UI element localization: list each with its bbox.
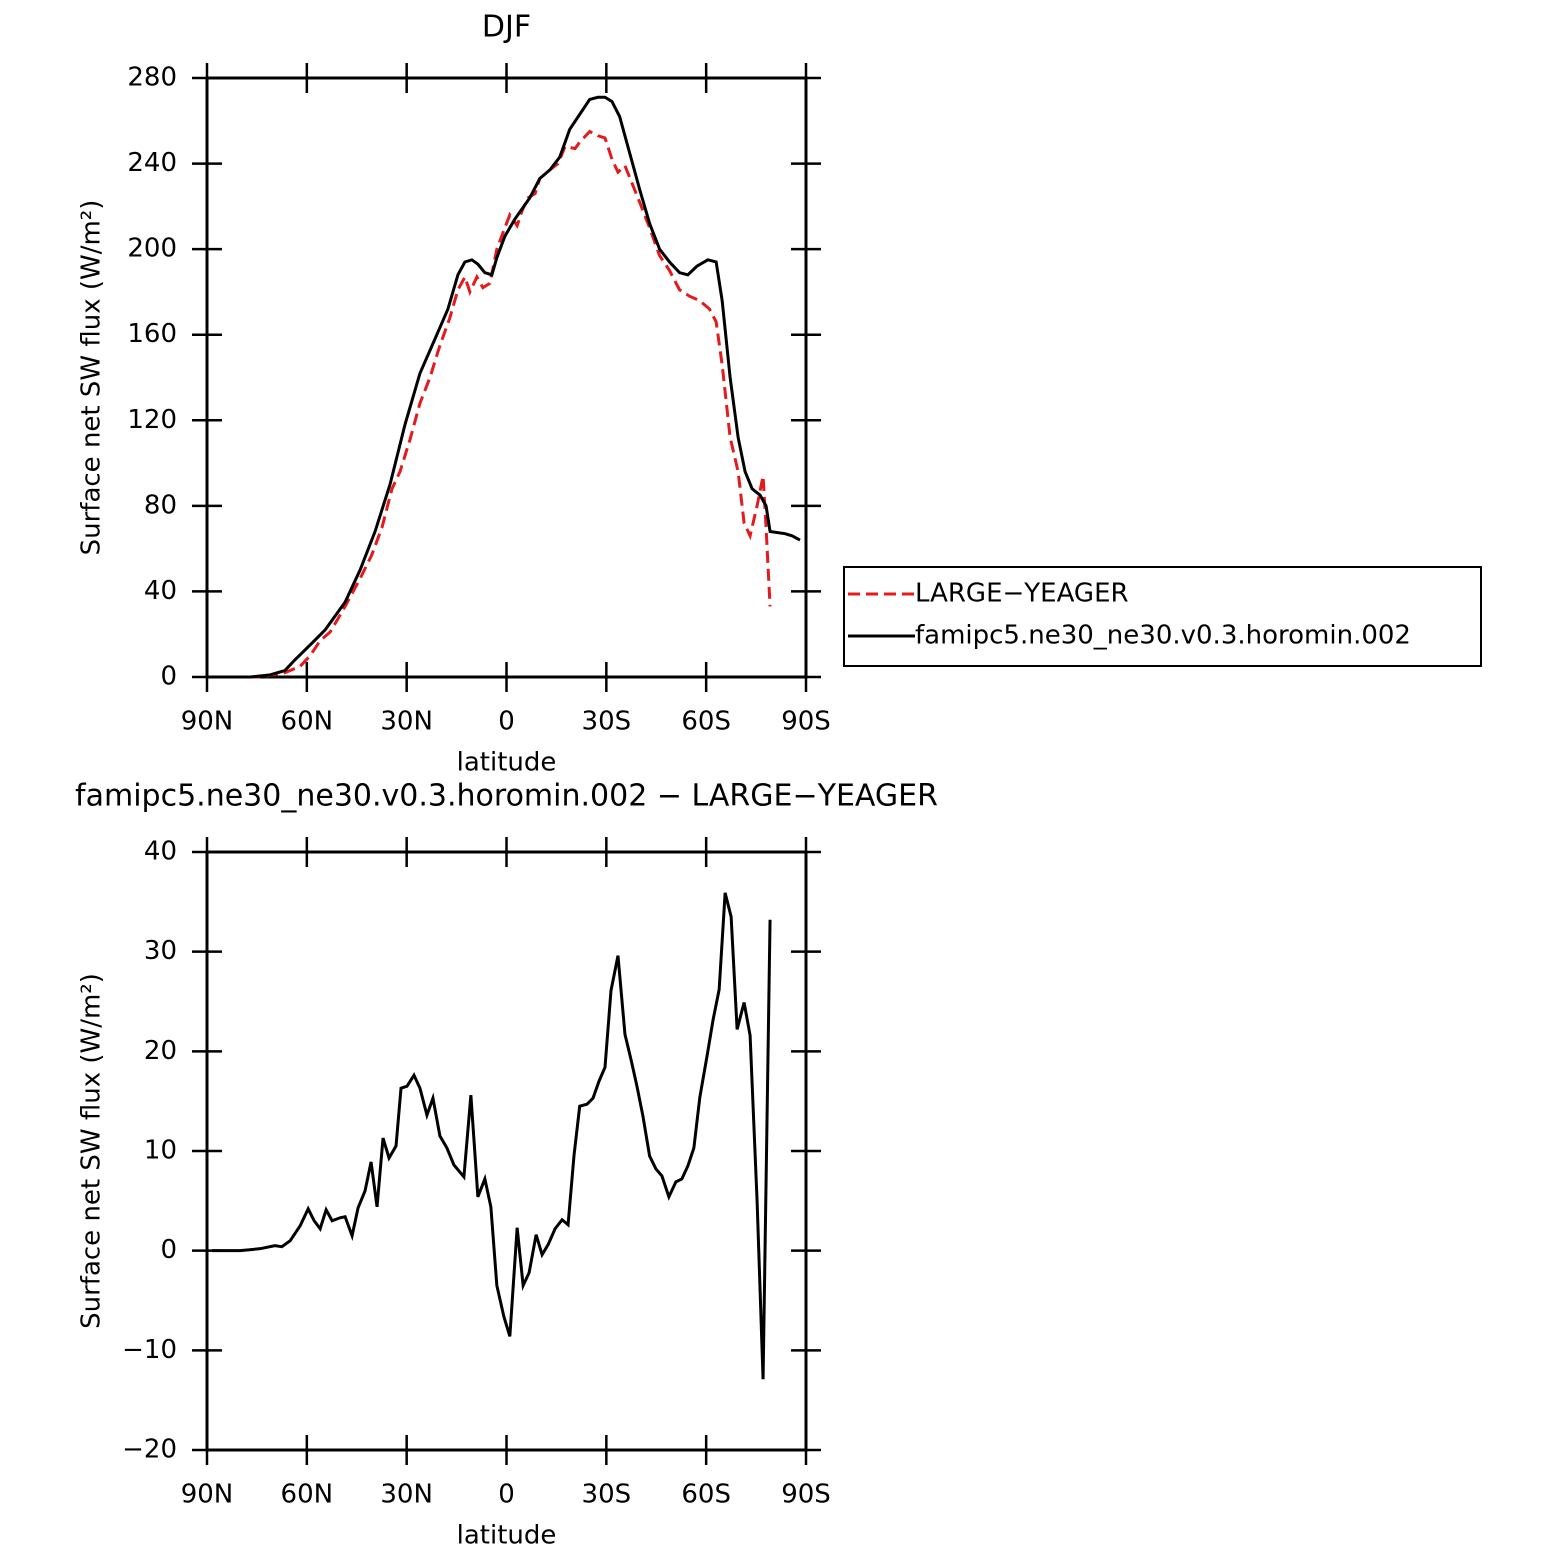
x-tick-label: 90N [181,707,234,737]
data-line [211,892,772,1380]
data-line [211,129,772,679]
y-tick-label: 40 [144,837,177,867]
data-line [211,95,801,679]
legend-label: famipc5.ne30_ne30.v0.3.horomin.002 [915,621,1411,651]
y-tick-label: 240 [127,148,177,178]
plot-frame [205,850,808,1452]
legend-box [843,566,1482,667]
x-tick-label: 60N [281,1480,334,1510]
y-tick-label: 280 [127,63,177,93]
legend-label: LARGE−YEAGER [915,579,1129,609]
plot-frame [205,76,808,679]
y-tick-label: 160 [127,319,177,349]
y-tick-label: 200 [127,234,177,264]
y-tick-label: 20 [144,1036,177,1066]
x-axis-label: latitude [457,1521,557,1551]
x-tick-label: 0 [498,707,515,737]
x-tick-label: 60S [681,707,731,737]
x-tick-label: 90S [781,1480,831,1510]
y-tick-label: 120 [127,405,177,435]
x-tick-label: 90S [781,707,831,737]
y-tick-label: −20 [122,1435,177,1465]
chart-title: famipc5.ne30_ne30.v0.3.horomin.002 − LAR… [75,779,938,814]
x-tick-label: 0 [498,1480,515,1510]
y-tick-label: 0 [160,1235,177,1265]
chart-title: DJF [482,10,531,45]
y-tick-label: 80 [144,490,177,520]
y-tick-label: 40 [144,576,177,606]
y-axis-label: Surface net SW flux (W/m²) [77,973,107,1329]
x-tick-label: 90N [181,1480,234,1510]
y-tick-label: 0 [160,662,177,692]
y-tick-label: 30 [144,936,177,966]
x-tick-label: 30N [380,1480,433,1510]
y-tick-label: −10 [122,1335,177,1365]
x-tick-label: 60N [281,707,334,737]
x-tick-label: 30S [582,1480,632,1510]
y-axis-label: Surface net SW flux (W/m²) [77,200,107,556]
y-tick-label: 10 [144,1136,177,1166]
x-tick-label: 30S [582,707,632,737]
x-tick-label: 30N [380,707,433,737]
x-axis-label: latitude [457,748,557,778]
x-tick-label: 60S [681,1480,731,1510]
